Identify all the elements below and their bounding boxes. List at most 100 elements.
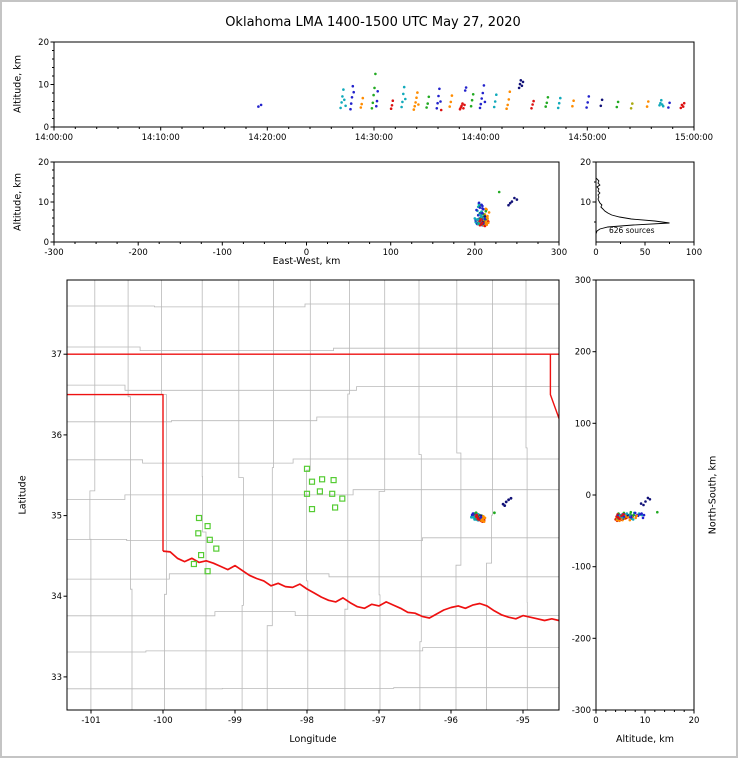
source-point (483, 215, 487, 218)
source-point (391, 99, 395, 102)
source-point (400, 105, 403, 109)
x-tick-label: 200 (467, 248, 483, 258)
source-point (343, 98, 346, 102)
state-border-panhandle (67, 393, 164, 552)
source-point (426, 102, 430, 105)
source-point (461, 102, 464, 105)
source-point (402, 85, 406, 89)
source-point (340, 101, 343, 104)
y-tick-label: 20 (38, 158, 49, 168)
source-point (647, 100, 650, 103)
source-point (532, 99, 535, 103)
source-point (639, 502, 643, 505)
source-point (479, 218, 483, 221)
source-point (483, 100, 487, 104)
map-points (470, 496, 513, 523)
y-tick-label: 200 (575, 348, 591, 358)
state-border-east (549, 354, 559, 421)
source-point (631, 518, 635, 521)
source-point (478, 106, 482, 110)
source-point (373, 86, 376, 90)
y-tick-label: -200 (572, 634, 591, 644)
source-point (681, 105, 685, 108)
x-tick-label: 20 (689, 716, 700, 726)
source-point (622, 515, 626, 518)
source-point (546, 96, 550, 99)
ew-height-points (473, 190, 519, 228)
source-point (372, 93, 375, 97)
lma-station-marker (330, 477, 337, 484)
county-line (344, 280, 350, 710)
county-line (67, 303, 559, 308)
county-line (306, 280, 311, 710)
lma-station-marker (329, 490, 336, 497)
county-line (67, 489, 559, 500)
x-tick-label: 14:00:00 (35, 133, 73, 143)
source-point (352, 90, 356, 94)
x-tick-label: -96 (444, 716, 458, 726)
x-tick-label: 0 (593, 248, 598, 258)
source-point (600, 98, 604, 102)
source-point (259, 103, 263, 107)
source-point (450, 94, 454, 97)
source-point (485, 223, 488, 227)
y-tick-label: 0 (44, 238, 49, 248)
source-point (361, 96, 365, 100)
y-tick-label: 10 (580, 198, 591, 208)
source-point (518, 82, 522, 86)
source-point (481, 207, 484, 210)
source-point (503, 504, 507, 507)
y-tick-label: 37 (51, 350, 62, 360)
state-border-red-river (162, 550, 559, 622)
y-tick-label: 0 (44, 123, 49, 133)
figure-title: Oklahoma LMA 1400-1500 UTC May 27, 2020 (225, 15, 521, 30)
source-point (479, 515, 483, 519)
ew-panel-xlabel: East-West, km (272, 256, 341, 267)
source-point (586, 101, 589, 104)
source-point (545, 101, 549, 105)
source-point (415, 96, 418, 99)
lma-station-marker (316, 488, 323, 495)
source-point (679, 106, 683, 110)
y-tick-label: 0 (586, 491, 591, 501)
source-point (640, 512, 643, 515)
county-line (67, 687, 559, 690)
source-point (475, 513, 479, 517)
source-point (618, 519, 621, 523)
source-point (572, 99, 575, 102)
source-point (478, 213, 482, 217)
x-tick-label: 14:20:00 (248, 133, 286, 143)
x-tick-label: -99 (228, 716, 242, 726)
source-point (471, 512, 475, 515)
source-point (480, 97, 484, 100)
x-tick-label: 14:30:00 (355, 133, 393, 143)
source-point (375, 104, 378, 108)
county-line (127, 280, 133, 710)
source-point (437, 94, 440, 98)
x-tick-label: 14:10:00 (142, 133, 180, 143)
source-point (413, 104, 417, 108)
source-point (371, 101, 375, 105)
source-point (544, 105, 547, 108)
lma-station-marker (213, 545, 220, 552)
source-point (507, 98, 511, 101)
source-point (482, 84, 486, 87)
source-point (641, 516, 645, 520)
source-point (635, 514, 638, 518)
source-point (390, 104, 394, 107)
source-point (682, 101, 686, 105)
source-point (486, 216, 489, 220)
map-xlabel: Longitude (289, 734, 337, 745)
source-point (521, 80, 525, 84)
county-line (455, 280, 462, 710)
source-point (439, 108, 443, 112)
source-point (401, 100, 404, 104)
x-tick-label: -200 (129, 248, 148, 258)
source-point (492, 105, 496, 109)
lma-station-marker (195, 530, 202, 537)
y-tick-label: 20 (38, 38, 49, 48)
source-point (481, 221, 484, 225)
source-point (341, 95, 344, 98)
source-point (483, 217, 487, 221)
